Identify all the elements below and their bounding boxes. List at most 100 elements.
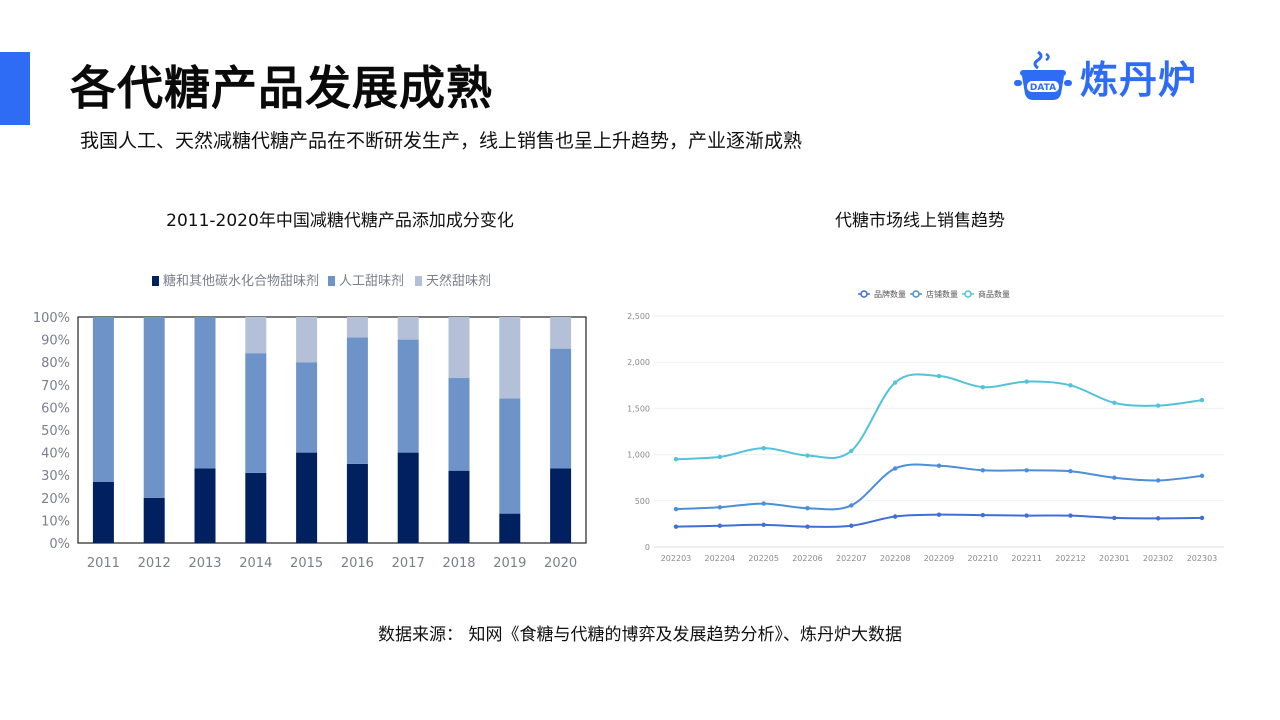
bar-segment — [296, 362, 318, 453]
data-point — [936, 373, 942, 379]
plot-frame — [77, 316, 587, 544]
bar-segment — [296, 452, 318, 543]
x-tick-label: 202207 — [836, 554, 867, 563]
data-point — [761, 445, 766, 451]
bar-segment — [448, 378, 470, 471]
x-tick-label: 202210 — [968, 554, 999, 563]
data-point — [1199, 397, 1205, 403]
data-point — [673, 457, 679, 462]
x-tick-label: 202211 — [1011, 554, 1042, 563]
x-tick-label: 202302 — [1143, 554, 1174, 563]
bar-segment — [245, 317, 267, 354]
bar-segment — [397, 452, 419, 543]
data-point — [849, 448, 854, 454]
x-tick-label: 2020 — [544, 556, 577, 571]
y-tick-label: 40% — [41, 447, 70, 462]
x-tick-label: 202303 — [1187, 554, 1218, 563]
data-point — [892, 514, 898, 519]
bar-segment — [92, 317, 114, 482]
legend-label: 品牌数量 — [874, 289, 906, 299]
accent-bar — [0, 52, 30, 125]
series-line — [675, 463, 1203, 511]
data-point — [936, 463, 942, 468]
y-tick-label: 50% — [41, 424, 70, 439]
y-tick-label: 90% — [41, 334, 70, 349]
bar-segment — [245, 353, 267, 473]
bar-segment — [194, 468, 216, 543]
x-tick-label: 202205 — [748, 554, 779, 563]
bar-segment — [499, 317, 521, 399]
data-point — [805, 505, 810, 511]
data-point — [761, 501, 766, 506]
legend-swatch — [152, 276, 159, 286]
data-point — [805, 524, 810, 529]
pot-icon: DATA — [1014, 50, 1072, 100]
data-point — [1155, 478, 1161, 483]
x-tick-label: 202212 — [1055, 554, 1086, 563]
bar-segment — [550, 348, 572, 469]
data-point — [980, 512, 986, 518]
data-point — [1155, 516, 1161, 521]
line-chart: 品牌数量 店铺数量 商品数量 0 500 1,000 1,500 2,000 2,500 2022… — [627, 289, 1224, 563]
data-source-note: 数据来源： 知网《食糖与代糖的博弈及发展趋势分析》、炼丹炉大数据 — [378, 625, 902, 645]
y-tick-label: 1,500 — [627, 404, 650, 413]
bar-segment — [448, 470, 470, 543]
bar-segment — [92, 481, 114, 543]
y-tick-label: 2,000 — [627, 358, 650, 367]
x-tick-label: 2018 — [442, 556, 475, 571]
bar-segment — [499, 513, 521, 543]
y-tick-label: 2,500 — [627, 312, 650, 321]
x-tick-label: 202208 — [880, 554, 911, 563]
x-tick-label: 2017 — [392, 556, 425, 571]
y-tick-label: 100% — [33, 311, 70, 326]
bar-segment — [448, 317, 470, 379]
data-point — [892, 380, 898, 385]
bar-segment — [499, 398, 521, 514]
y-tick-label: 0 — [645, 543, 650, 552]
legend-marker — [964, 290, 972, 298]
bar-segment — [194, 317, 216, 469]
legend-label: 店铺数量 — [926, 289, 958, 299]
legend-label: 人工甜味剂 — [339, 273, 404, 289]
page-subtitle: 我国人工、天然减糖代糖产品在不断研发生产，线上销售也呈上升趋势，产业逐渐成熟 — [80, 130, 803, 152]
bar-segment — [143, 497, 165, 543]
data-point — [1112, 475, 1117, 480]
legend-label: 糖和其他碳水化合物甜味剂 — [163, 273, 319, 289]
data-point — [936, 512, 942, 517]
data-point — [1112, 400, 1117, 406]
x-tick-label: 2012 — [138, 556, 171, 571]
data-point — [805, 453, 810, 458]
data-point — [673, 524, 679, 529]
y-tick-label: 70% — [41, 379, 70, 394]
x-tick-label: 202209 — [924, 554, 955, 563]
logo-text: 炼丹炉 — [1080, 57, 1198, 102]
y-tick-label: 1,000 — [627, 451, 650, 460]
legend-label: 商品数量 — [978, 289, 1010, 299]
x-tick-label: 2015 — [290, 556, 323, 571]
bar-segment — [245, 472, 267, 543]
x-tick-label: 202301 — [1099, 554, 1130, 563]
y-tick-label: 20% — [41, 492, 70, 507]
x-tick-label: 2013 — [188, 556, 221, 571]
bar-chart-title: 2011-2020年中国减糖代糖产品添加成分变化 — [166, 211, 514, 231]
y-tick-label: 80% — [41, 356, 70, 371]
data-point — [892, 466, 898, 471]
data-point — [717, 454, 723, 460]
bar-segment — [397, 317, 419, 340]
bar-segment — [346, 317, 368, 338]
x-tick-label: 2016 — [341, 556, 374, 571]
bar-segment — [296, 317, 318, 363]
data-point — [717, 505, 723, 510]
data-point — [849, 523, 854, 528]
data-point — [717, 523, 723, 528]
bar-segment — [346, 337, 368, 464]
stacked-bar-chart: 糖和其他碳水化合物甜味剂 人工甜味剂 天然甜味剂 0% 10% 20% 30% 40% 50% 6… — [33, 273, 587, 571]
legend-marker — [860, 290, 868, 298]
data-point — [849, 503, 854, 508]
page-title: 各代糖产品发展成熟 — [70, 61, 493, 115]
data-point — [1068, 383, 1073, 388]
data-point — [1024, 513, 1029, 518]
data-point — [1068, 513, 1073, 518]
data-point — [761, 522, 766, 528]
x-tick-label: 2011 — [87, 556, 120, 571]
